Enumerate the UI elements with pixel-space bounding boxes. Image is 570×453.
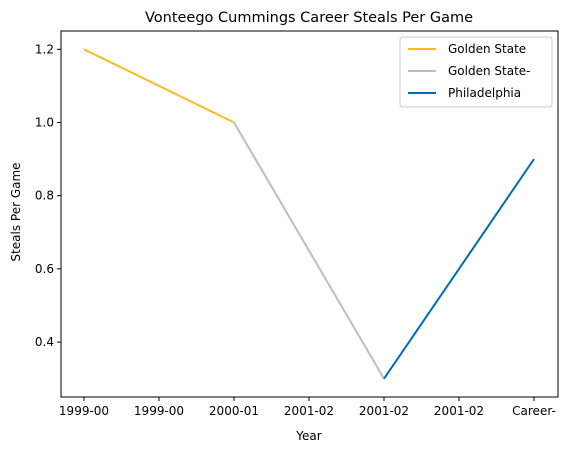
legend-entry-label: Philadelphia	[448, 86, 521, 100]
series-line-1	[233, 121, 385, 380]
x-tick-label: 2001-02	[434, 404, 484, 418]
y-tick-label: 0.4	[35, 335, 54, 349]
x-tick-label: 2001-02	[359, 404, 409, 418]
series-line-2	[383, 158, 535, 380]
y-tick-label: 0.8	[35, 189, 54, 203]
x-tick-label: Career-	[512, 404, 556, 418]
chart-title: Vonteego Cummings Career Steals Per Game	[145, 10, 473, 26]
y-axis-label: Steals Per Game	[9, 162, 23, 261]
y-tick-label: 1.2	[35, 42, 54, 56]
y-tick-label: 0.6	[35, 262, 54, 276]
legend-entry-label: Golden State-	[448, 64, 531, 78]
y-tick-label: 1.0	[35, 116, 54, 130]
legend-entry-label: Golden State	[448, 42, 526, 56]
x-tick-label: 2001-02	[284, 404, 334, 418]
legend: Golden State Golden State- Philadelphia	[399, 36, 553, 108]
legend-box	[399, 36, 553, 108]
x-axis-label: Year	[295, 429, 321, 443]
plot-area: 1999-00 1999-00 2000-01 2001-02 2001-02 2001-…	[35, 30, 559, 418]
x-tick-label: 2000-01	[209, 404, 259, 418]
x-tick-label: 1999-00	[59, 404, 109, 418]
series-line-0	[83, 48, 235, 124]
x-tick-label: 1999-00	[134, 404, 184, 418]
